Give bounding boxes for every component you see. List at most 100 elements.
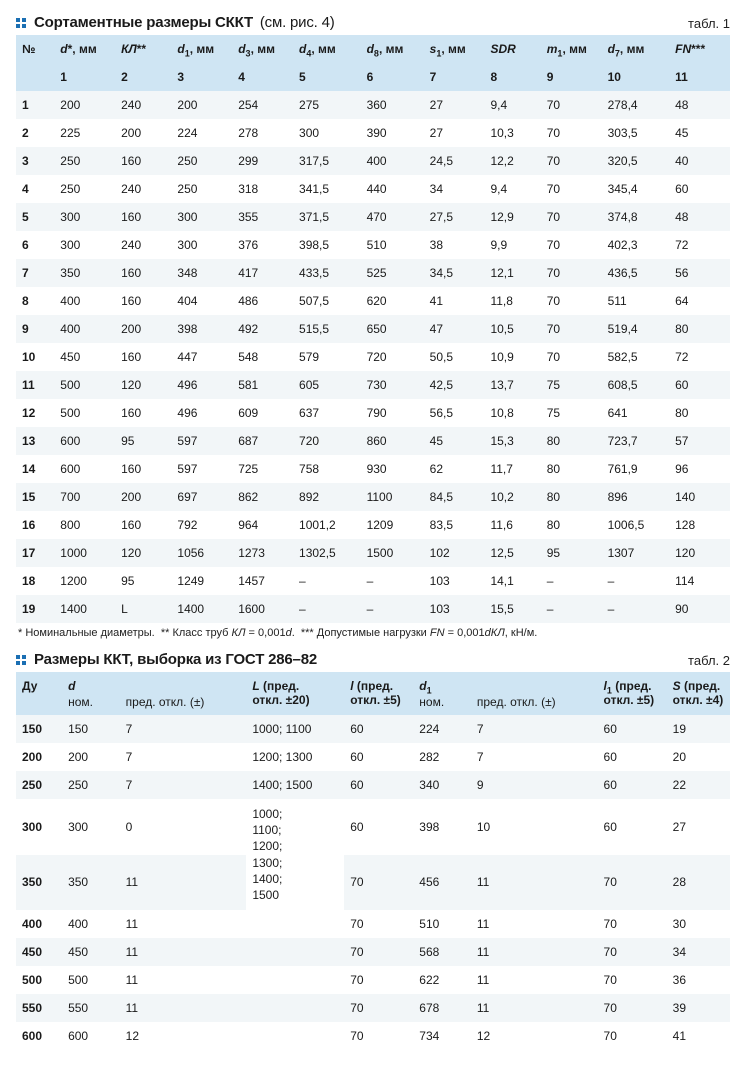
table-cell: 103 [424,567,485,595]
table-cell: 11 [120,855,247,911]
table-cell: 720 [293,427,361,455]
table-cell: 10,3 [484,119,540,147]
table-cell: 80 [541,455,602,483]
table-cell: 300 [54,231,115,259]
table-cell: 398 [171,315,232,343]
t1-h10: d7, мм [602,35,670,63]
table-cell: 10 [16,343,54,371]
table-cell: 48 [669,91,730,119]
table-cell: 5 [16,203,54,231]
table-cell: 70 [541,175,602,203]
table1-footnote: * Номинальные диаметры. ** Класс труб КЛ… [18,627,730,639]
table-cell: 70 [598,1022,667,1050]
t1-h3: d1, мм [171,35,232,63]
table-cell: 320,5 [602,147,670,175]
table-cell: 278,4 [602,91,670,119]
table-cell: 317,5 [293,147,361,175]
table1-header-row: № d*, мм КЛ** d1, мм d3, мм d4, мм d8, м… [16,35,730,63]
table-cell [246,938,344,966]
table-cell: 160 [115,511,171,539]
t1-sh0 [16,63,54,91]
table-cell: 1600 [232,595,293,623]
t1-h7: s1, мм [424,35,485,63]
table-cell [246,966,344,994]
table-cell: 70 [541,147,602,175]
table-cell: 11,8 [484,287,540,315]
t1-sh6: 6 [361,63,424,91]
table-cell: 4 [16,175,54,203]
table-row: 6006001270734127041 [16,1022,730,1050]
t2-h-l1: l1 (пред.откл. ±5) [598,672,667,715]
table-cell: 341,5 [293,175,361,203]
table-cell: 581 [232,371,293,399]
table-cell: 450 [54,343,115,371]
table-cell: 792 [171,511,232,539]
table-cell: 160 [115,147,171,175]
table-row: 9400200398492515,56504710,570519,480 [16,315,730,343]
table-cell: 34 [667,938,730,966]
table-cell: 250 [62,771,120,799]
table-cell: 40 [669,147,730,175]
table-cell: 11,6 [484,511,540,539]
table-cell: 600 [54,427,115,455]
table-cell: 70 [541,259,602,287]
table-cell: 12,5 [484,539,540,567]
t1-h2: КЛ** [115,35,171,63]
t2-sh-d1-nom: ном. [413,695,471,715]
table-cell: 7 [120,771,247,799]
table-cell: 11 [120,994,247,1022]
table-cell: 103 [424,595,485,623]
t1-sh2: 2 [115,63,171,91]
table-cell: 511 [602,287,670,315]
table-cell: 350 [62,855,120,911]
table-cell: 20 [667,743,730,771]
table-cell [246,994,344,1022]
table-cell: 278 [232,119,293,147]
t1-h6: d8, мм [361,35,424,63]
table-cell: 1302,5 [293,539,361,567]
table-cell: 964 [232,511,293,539]
table-row: 171000120105612731302,5150010212,5951307… [16,539,730,567]
table1-title: Сортаментные размеры СККТ (см. рис. 4) [34,14,335,31]
t1-sh9: 9 [541,63,602,91]
table-cell: 761,9 [602,455,670,483]
table-cell: 60 [669,371,730,399]
table-cell: 225 [54,119,115,147]
table-cell: 200 [115,315,171,343]
table-cell: 507,5 [293,287,361,315]
table-row: 5300160300355371,547027,512,970374,848 [16,203,730,231]
t2-h-d: d [62,672,246,695]
table-cell: 1307 [602,539,670,567]
table-cell: 400 [361,147,424,175]
table-cell: 300 [171,231,232,259]
table-cell: 892 [293,483,361,511]
table-row: 6300240300376398,5510389,970402,372 [16,231,730,259]
table-cell: 11 [120,910,247,938]
table-cell: 10 [471,799,598,855]
table-cell: 80 [669,315,730,343]
t2-h-L: L (пред.откл. ±20) [246,672,344,715]
table-cell: 39 [667,994,730,1022]
table-cell: 14 [16,455,54,483]
table-cell: 240 [115,231,171,259]
table-cell: 17 [16,539,54,567]
table-cell: 95 [115,427,171,455]
table-cell: 75 [541,399,602,427]
table-cell: 95 [115,567,171,595]
table-cell: 160 [115,343,171,371]
table-cell: 250 [54,147,115,175]
table-row: 15700200697862892110084,510,280896140 [16,483,730,511]
table-cell: 12 [120,1022,247,1050]
table-cell: 1006,5 [602,511,670,539]
table-cell: 896 [602,483,670,511]
table-cell: 440 [361,175,424,203]
table-cell: 70 [598,938,667,966]
table-cell: 60 [598,771,667,799]
t2-sh-d-pred: пред. откл. (±) [120,695,247,715]
table-cell: 930 [361,455,424,483]
table-cell: 240 [115,91,171,119]
table-cell: 62 [424,455,485,483]
table-row: 8400160404486507,56204111,87051164 [16,287,730,315]
table-row: 4004001170510117030 [16,910,730,938]
t1-sh11: 11 [669,63,730,91]
